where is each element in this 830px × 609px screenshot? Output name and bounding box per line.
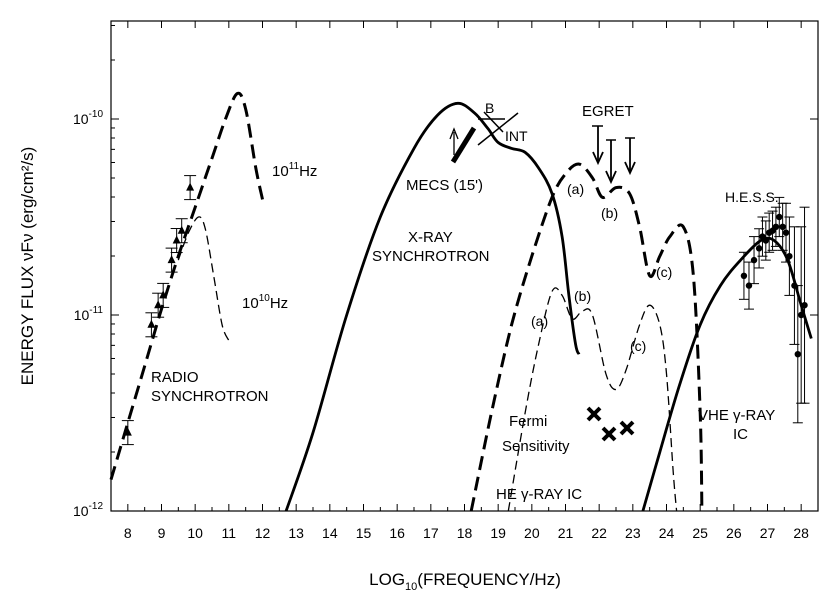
egret-upper-limits — [592, 125, 636, 185]
series-line-1 — [177, 216, 230, 341]
y-tick-label: 10-11 — [74, 305, 104, 323]
label-10-11hz: 1011Hz — [272, 161, 317, 180]
label-he-gamma-ic: HE γ-RAY IC — [496, 486, 582, 503]
radio-point — [154, 300, 163, 309]
x-tick-label: 20 — [524, 525, 540, 541]
x-tick-label: 15 — [356, 525, 372, 541]
label-c-thick: (c) — [656, 264, 672, 280]
series-line-5 — [641, 236, 813, 512]
x-tick-label: 16 — [389, 525, 405, 541]
x-tick-label: 26 — [726, 525, 742, 541]
label-vhe-gamma: VHE γ-RAY — [698, 407, 775, 424]
bowtie-line-1 — [477, 112, 519, 146]
x-axis-ticks — [110, 21, 802, 511]
label-int: INT — [505, 128, 528, 144]
x-tick-label: 27 — [760, 525, 776, 541]
fermi-sensitivity-crosses — [586, 406, 635, 442]
y-tick-label: 10-10 — [73, 109, 103, 127]
x-tick-label: 11 — [222, 525, 237, 541]
x-tick-label: 21 — [558, 525, 574, 541]
label-hess: H.E.S.S. — [725, 189, 779, 205]
series-line-4 — [469, 162, 704, 512]
hess-point — [772, 223, 780, 230]
label-c-thin: (c) — [630, 338, 646, 354]
radio-point — [147, 319, 156, 328]
hess-point — [740, 272, 748, 279]
x-tick-label: 28 — [793, 525, 809, 541]
radio-point — [123, 427, 132, 436]
x-tick-label: 8 — [124, 525, 132, 541]
x-tick-label: 19 — [490, 525, 506, 541]
x-tick-label: 24 — [659, 525, 675, 541]
y-axis-ticks — [111, 24, 818, 512]
label-fermi-sensitivity: Sensitivity — [502, 438, 570, 455]
x-tick-label: 14 — [322, 525, 338, 541]
label-radio: RADIO — [151, 369, 199, 386]
hess-point — [801, 302, 808, 309]
series-line-0 — [109, 91, 264, 481]
label-b-thin: (b) — [574, 288, 591, 304]
label-egret: EGRET — [582, 103, 634, 120]
hess-point — [762, 237, 770, 244]
label-b: B — [485, 100, 494, 116]
x-tick-label: 9 — [158, 525, 166, 541]
label-vhe-ic: IC — [733, 426, 748, 443]
x-tick-label: 23 — [625, 525, 641, 541]
plot-area-frame — [110, 20, 819, 512]
label-fermi: Fermi — [509, 413, 547, 430]
x-tick-label: 17 — [423, 525, 439, 541]
radio-point — [172, 235, 181, 244]
label-radio-synchrotron: SYNCHROTRON — [151, 388, 269, 405]
mecs-arrow-head — [449, 127, 459, 140]
x-tick-label: 12 — [255, 525, 271, 541]
radio-point — [177, 225, 186, 234]
x-axis-tick-labels: 8 9 10 11 12 13 14 15 16 17 18 19 20 21 22 23 24 25 26 27 28 — [124, 525, 809, 541]
y-tick-label: 10-12 — [73, 501, 103, 519]
hess-point — [755, 245, 763, 252]
label-a-thin: (a) — [531, 313, 548, 329]
series-line-2 — [284, 101, 581, 512]
series-line-3 — [507, 287, 678, 512]
y-axis-tick-labels: 10-12 10-11 10-10 — [73, 109, 103, 519]
label-mecs: MECS (15') — [406, 177, 483, 194]
label-xray-synchrotron: SYNCHROTRON — [372, 248, 490, 265]
bowtie-line-2 — [483, 111, 504, 133]
x-tick-label: 18 — [457, 525, 473, 541]
hess-point — [776, 213, 783, 221]
hess-point — [794, 351, 801, 358]
x-tick-label: 13 — [288, 525, 304, 541]
mecs-spectrum-bar — [450, 126, 477, 164]
x-tick-label: 10 — [187, 525, 203, 541]
x-tick-label: 22 — [591, 525, 607, 541]
label-10-10hz: 1010Hz — [242, 293, 288, 312]
hess-point — [797, 311, 805, 319]
radio-point — [186, 182, 195, 191]
label-xray: X-RAY — [408, 229, 453, 246]
hess-point — [786, 253, 793, 260]
hess-point — [779, 223, 786, 230]
sed-curves — [109, 91, 813, 512]
hess-point — [782, 229, 790, 236]
label-a-thick: (a) — [567, 181, 584, 197]
data-markers — [121, 175, 810, 446]
label-b-thick: (b) — [601, 205, 618, 221]
hess-point — [750, 256, 758, 264]
x-axis-title: LOG10(FREQUENCY/Hz) — [369, 570, 561, 593]
y-axis-title: ENERGY FLUX νFν (erg/cm²/s) — [18, 147, 37, 386]
x-tick-label: 25 — [692, 525, 708, 541]
radio-point — [167, 255, 176, 264]
radio-point — [159, 290, 168, 299]
